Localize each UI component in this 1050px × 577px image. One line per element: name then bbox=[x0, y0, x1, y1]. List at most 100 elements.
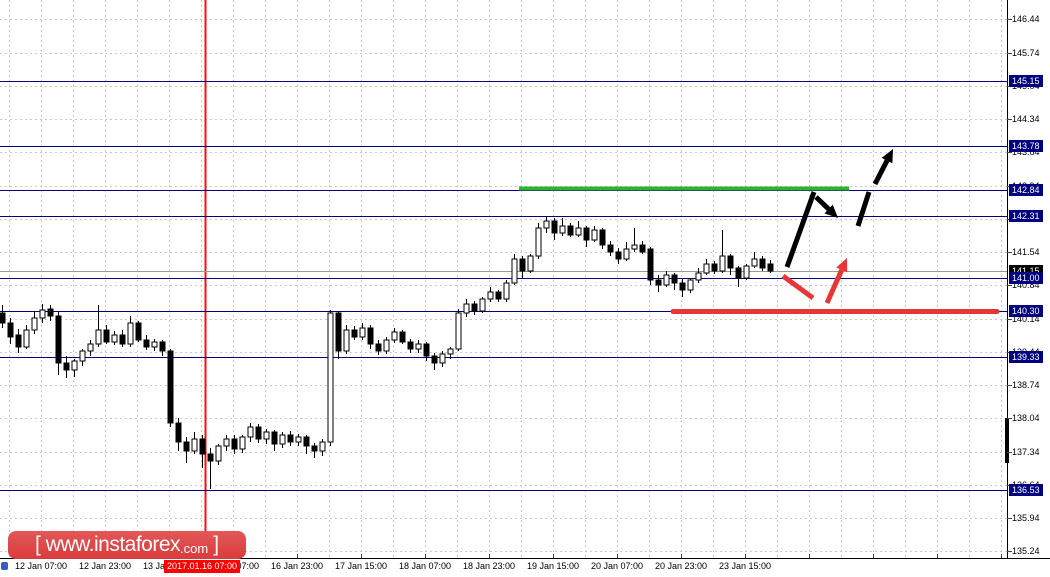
candle-body bbox=[703, 263, 710, 274]
candle-body bbox=[591, 229, 598, 241]
candle-body bbox=[0, 312, 6, 324]
candle-body bbox=[695, 272, 702, 281]
candle-body bbox=[247, 426, 254, 438]
candle-body bbox=[575, 227, 582, 236]
candle-body bbox=[7, 322, 14, 338]
candle-body bbox=[687, 279, 694, 291]
candle-body bbox=[87, 343, 94, 352]
instaforex-watermark: [ www.instaforex .com ] bbox=[8, 531, 246, 559]
candle-body bbox=[231, 438, 238, 450]
candle-body bbox=[151, 341, 158, 348]
price-axis-label: 137.34 bbox=[1012, 447, 1040, 457]
candle-body bbox=[447, 348, 454, 355]
red-arrowhead bbox=[836, 258, 848, 273]
candle-body bbox=[135, 322, 142, 341]
candle-body bbox=[759, 258, 766, 269]
candle-body bbox=[223, 438, 230, 447]
time-axis-label: 12 Jan 23:00 bbox=[78, 561, 132, 571]
candle-body bbox=[31, 317, 38, 331]
level-price-chip: 142.31 bbox=[1009, 210, 1043, 222]
candle-body bbox=[63, 362, 70, 371]
watermark-tld: .com bbox=[180, 540, 209, 556]
level-price-chip: 136.53 bbox=[1009, 484, 1043, 496]
candle-body bbox=[351, 329, 358, 338]
bracket-right: ] bbox=[213, 533, 220, 556]
candle-body bbox=[439, 353, 446, 364]
candle-body bbox=[127, 322, 134, 345]
candle-body bbox=[183, 441, 190, 452]
candle-body bbox=[479, 298, 486, 312]
candle-body bbox=[95, 329, 102, 345]
red-trend-line bbox=[781, 273, 815, 301]
candle-body bbox=[47, 308, 54, 317]
level-price-chip: 145.15 bbox=[1009, 75, 1043, 87]
black-trend-arrow bbox=[814, 195, 831, 211]
candle-body bbox=[303, 436, 310, 447]
candle-body bbox=[359, 327, 366, 338]
candle-body bbox=[415, 343, 422, 350]
candle-body bbox=[511, 258, 518, 284]
candle-body bbox=[199, 438, 206, 455]
candle-body bbox=[719, 255, 726, 272]
candle-body bbox=[111, 334, 118, 343]
price-axis-label: 138.74 bbox=[1012, 380, 1040, 390]
candle-body bbox=[167, 350, 174, 424]
candle-body bbox=[583, 227, 590, 241]
level-price-chip: 140.30 bbox=[1009, 305, 1043, 317]
candle-body bbox=[743, 265, 750, 279]
candle-body bbox=[391, 331, 398, 341]
time-axis-label: 16 Jan 23:00 bbox=[270, 561, 324, 571]
candle-body bbox=[71, 360, 78, 371]
candle-body bbox=[103, 329, 110, 343]
highlighted-date-chip: 2017.01.16 07:00 bbox=[163, 560, 241, 573]
candle-body bbox=[311, 445, 318, 452]
price-axis-label: 145.74 bbox=[1012, 48, 1040, 58]
candle-body bbox=[79, 350, 86, 362]
candle-body bbox=[543, 220, 550, 229]
candle-body bbox=[191, 438, 198, 452]
candle-body bbox=[423, 343, 430, 357]
candle-body bbox=[55, 315, 62, 364]
time-axis-label: 18 Jan 23:00 bbox=[462, 561, 516, 571]
candle-body bbox=[271, 431, 278, 445]
price-axis-label: 140.14 bbox=[1012, 314, 1040, 324]
candle-body bbox=[399, 331, 406, 343]
price-axis-label: 146.44 bbox=[1012, 14, 1040, 24]
candle-body bbox=[375, 343, 382, 352]
price-axis-label: 135.24 bbox=[1012, 546, 1040, 556]
candle-body bbox=[367, 327, 374, 345]
black-trend-line bbox=[784, 191, 817, 268]
candle-body bbox=[527, 255, 534, 272]
candle-body bbox=[335, 312, 342, 352]
watermark-domain: www.instaforex bbox=[45, 533, 181, 556]
candle-body bbox=[279, 434, 286, 445]
candle-body bbox=[679, 282, 686, 291]
candle-body bbox=[655, 279, 662, 286]
price-axis-label: 135.94 bbox=[1012, 513, 1040, 523]
candle-body bbox=[207, 453, 214, 462]
candle-body bbox=[711, 263, 718, 272]
candle-body bbox=[735, 267, 742, 279]
candle-body bbox=[487, 291, 494, 300]
level-price-chip: 142.84 bbox=[1009, 184, 1043, 196]
candle-body bbox=[383, 339, 390, 352]
time-axis-label: 17 Jan 15:00 bbox=[334, 561, 388, 571]
candle-body bbox=[119, 334, 126, 345]
candle-body bbox=[503, 282, 510, 300]
candle-body bbox=[599, 229, 606, 246]
time-axis-label: 23 Jan 15:00 bbox=[718, 561, 772, 571]
price-axis-label: 138.04 bbox=[1012, 413, 1040, 423]
connection-indicator bbox=[1, 562, 8, 570]
red-trend-arrow bbox=[824, 268, 845, 305]
bracket-left: [ bbox=[34, 533, 41, 556]
time-axis-label: 18 Jan 07:00 bbox=[398, 561, 452, 571]
price-axis-label: 143.64 bbox=[1012, 147, 1040, 157]
candle-body bbox=[407, 341, 414, 350]
candle-body bbox=[39, 309, 46, 319]
black-arrowhead bbox=[824, 204, 838, 218]
price-axis-label: 144.34 bbox=[1012, 114, 1040, 124]
candle-body bbox=[343, 329, 350, 352]
candle-body bbox=[567, 225, 574, 236]
candle-body bbox=[215, 445, 222, 462]
